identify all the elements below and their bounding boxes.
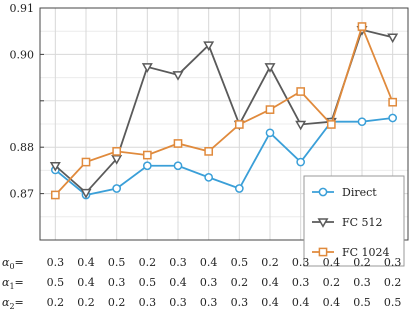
data-point — [142, 150, 152, 160]
alpha-value: 0.3 — [292, 276, 310, 289]
alpha-value: 0.2 — [384, 276, 402, 289]
data-point — [265, 128, 275, 138]
data-point — [317, 218, 329, 228]
alpha-value: 0.5 — [139, 276, 157, 289]
alpha-value: 0.3 — [353, 276, 371, 289]
data-point — [203, 41, 215, 52]
data-point — [357, 117, 367, 127]
legend: Direct FC 512 FC 1024 — [303, 175, 405, 267]
data-point — [357, 22, 367, 31]
alpha-value: 0.4 — [200, 256, 218, 269]
data-point — [142, 161, 152, 171]
alpha-value: 0.3 — [231, 296, 249, 309]
alpha-value: 0.2 — [77, 296, 95, 309]
alpha-value: 0.2 — [139, 256, 157, 269]
alpha-row-label: α0= — [2, 256, 24, 271]
series-line — [54, 117, 393, 196]
alpha-value: 0.4 — [323, 296, 341, 309]
data-point — [296, 157, 306, 167]
data-point — [295, 120, 307, 131]
data-point — [318, 187, 328, 197]
alpha-value: 0.3 — [200, 276, 218, 289]
data-point — [265, 105, 275, 114]
series-direct — [50, 113, 398, 200]
data-point — [112, 147, 122, 156]
alpha-value: 0.5 — [108, 256, 126, 269]
legend-entry: Direct — [312, 186, 377, 199]
data-point — [234, 120, 244, 129]
data-point — [296, 87, 306, 96]
alpha-value: 0.2 — [47, 296, 65, 309]
y-tick-label: 0.87 — [10, 188, 35, 201]
data-point — [141, 63, 153, 73]
alpha-value: 0.4 — [77, 276, 95, 289]
alpha-value: 0.2 — [323, 276, 341, 289]
data-point — [234, 184, 244, 193]
alpha-value: 0.3 — [139, 296, 157, 309]
legend-label: FC 512 — [342, 216, 383, 229]
alpha-value: 0.5 — [353, 296, 371, 309]
alpha-value: 0.3 — [169, 296, 187, 309]
y-tick-label: 0.90 — [10, 48, 35, 61]
data-point — [326, 120, 336, 129]
alpha-value: 0.5 — [384, 296, 402, 309]
alpha-value: 0.2 — [231, 276, 249, 289]
data-point — [80, 188, 92, 199]
alpha-value: 0.4 — [169, 276, 187, 289]
alpha-value: 0.3 — [169, 256, 187, 269]
alpha-value: 0.4 — [292, 296, 310, 309]
plot-frame — [39, 7, 409, 241]
data-point — [264, 63, 276, 73]
legend-entry: FC 1024 — [312, 246, 390, 259]
legend-entry: FC 512 — [312, 216, 383, 229]
alpha-value: 0.2 — [261, 256, 279, 269]
y-axis-ticks: 0.87 0.88 0.90 0.91 — [10, 2, 44, 201]
alpha-value: 0.2 — [108, 296, 126, 309]
alpha-value: 0.3 — [292, 256, 310, 269]
series-line — [54, 23, 394, 196]
alpha-table: α0= 0.3 0.4 0.5 0.2 0.3 0.4 0.5 0.2 0.3 0.4 0.2 0.3 α… — [2, 256, 401, 311]
data-point — [388, 113, 398, 123]
alpha-value: 0.5 — [47, 276, 65, 289]
alpha-value: 0.4 — [323, 256, 341, 269]
legend-label: Direct — [342, 186, 377, 199]
data-point — [204, 147, 214, 156]
data-point — [388, 97, 398, 107]
series-fc-1024 — [50, 22, 398, 200]
data-point — [49, 162, 61, 172]
y-tick-label: 0.88 — [10, 141, 35, 154]
data-point — [81, 157, 91, 167]
data-point — [50, 190, 60, 200]
alpha-value: 0.3 — [108, 276, 126, 289]
data-point — [387, 33, 399, 44]
series-fc-512 — [49, 26, 399, 199]
data-point — [318, 247, 328, 257]
alpha-value: 0.4 — [77, 256, 95, 269]
alpha-value: 0.5 — [231, 256, 249, 269]
alpha-value: 0.4 — [261, 296, 279, 309]
y-tick-label: 0.91 — [10, 2, 35, 15]
data-point — [112, 184, 122, 193]
alpha-value: 0.3 — [384, 256, 402, 269]
data-point — [173, 161, 183, 171]
data-point — [173, 139, 183, 148]
alpha-value: 0.2 — [353, 256, 371, 269]
alpha-value: 0.4 — [261, 276, 279, 289]
alpha-value: 0.3 — [200, 296, 218, 309]
alpha-row-label: α2= — [2, 296, 24, 311]
series-lines — [49, 22, 399, 200]
data-point — [204, 173, 214, 182]
data-point — [172, 71, 184, 81]
alpha-value: 0.3 — [47, 256, 65, 269]
alpha-row-label: α1= — [2, 276, 24, 291]
legend-label: FC 1024 — [342, 246, 390, 259]
data-point — [111, 155, 123, 165]
